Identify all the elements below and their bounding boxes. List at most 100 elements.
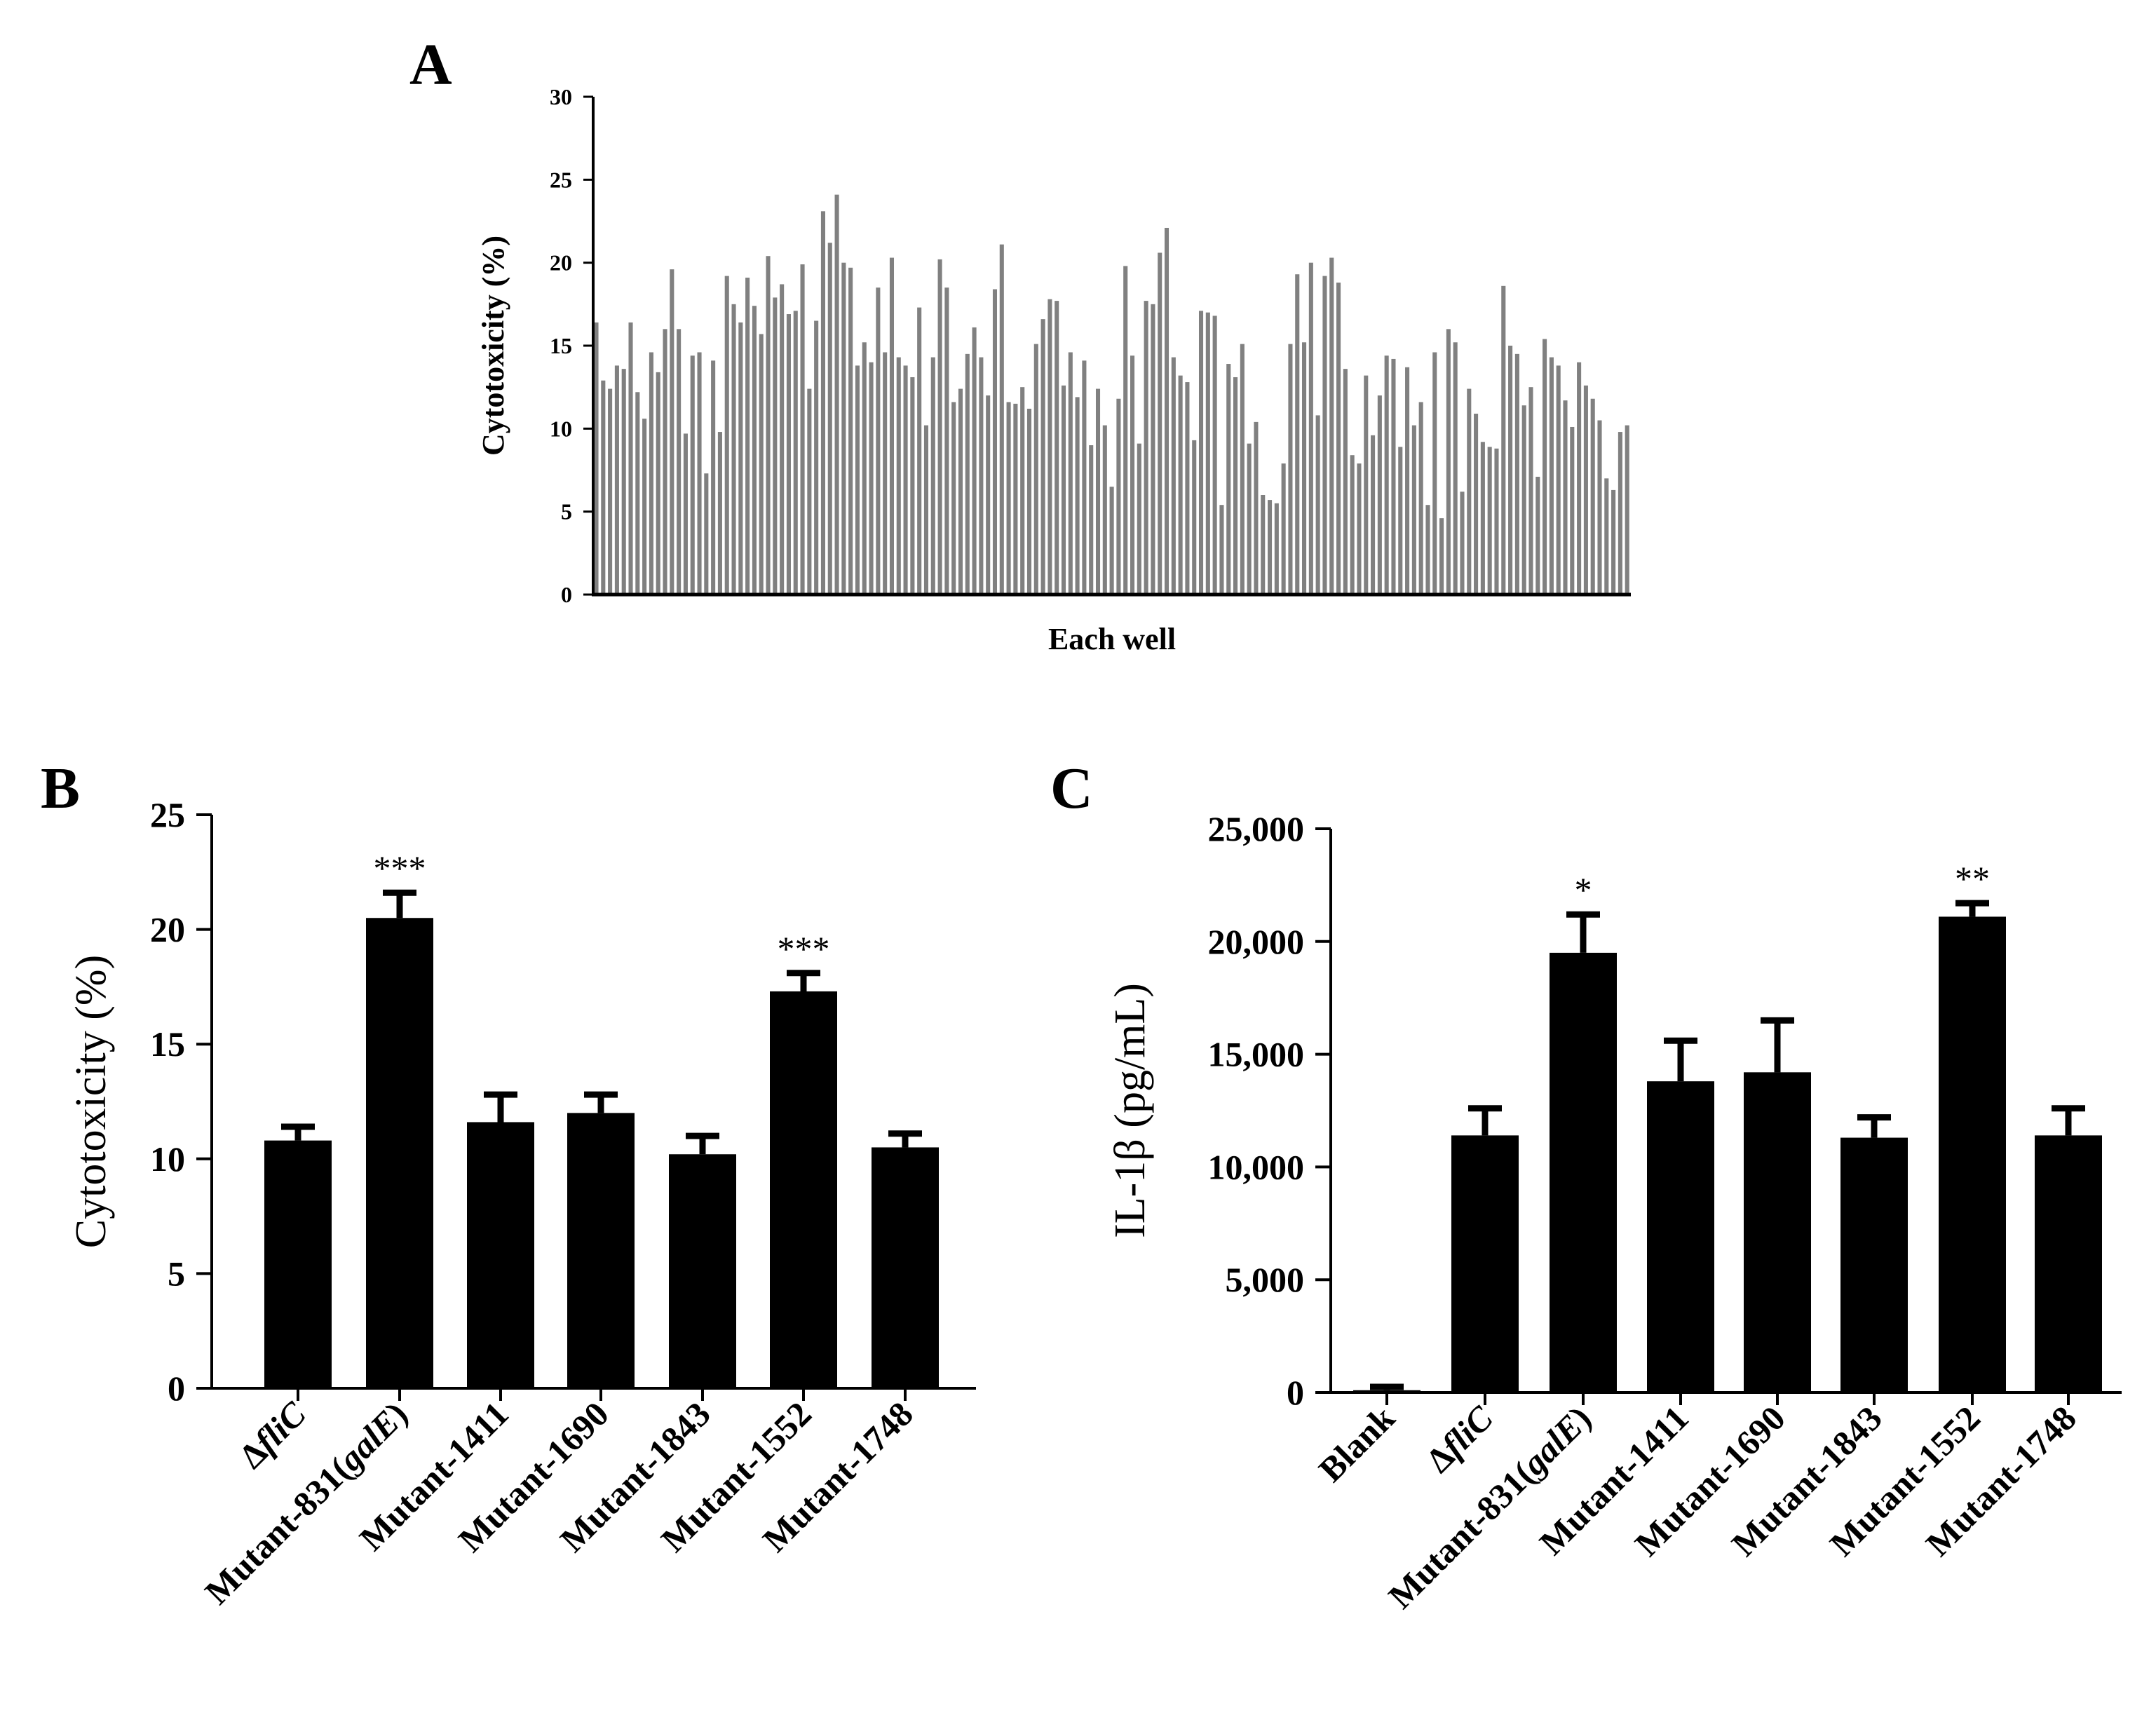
well-bar: [1055, 301, 1059, 595]
well-bar: [1611, 489, 1616, 595]
y-tick-label: 25: [150, 795, 185, 834]
well-bar: [855, 365, 860, 595]
category-label-text: Mutant-831(: [1381, 1455, 1542, 1616]
y-tick-label: 0: [561, 582, 572, 607]
well-bar: [717, 432, 722, 595]
well-bar: [1308, 262, 1313, 595]
well-bar: [1261, 495, 1266, 595]
well-bar: [731, 304, 736, 595]
bar: [1840, 1137, 1908, 1392]
well-bar: [1604, 478, 1609, 595]
well-bar: [1432, 352, 1437, 595]
well-bar: [1453, 342, 1458, 595]
y-tick-label: 10: [550, 416, 572, 441]
well-bar: [773, 297, 778, 595]
well-bar: [1618, 432, 1622, 595]
well-bar: [621, 369, 626, 595]
well-bar: [786, 314, 791, 595]
well-bar: [594, 322, 599, 595]
well-bar: [1514, 353, 1519, 595]
well-bar: [841, 262, 846, 595]
well-bar: [656, 372, 660, 595]
well-bar: [1109, 487, 1114, 595]
well-bar: [601, 380, 606, 595]
well-bar: [1364, 375, 1369, 595]
well-bar: [724, 276, 729, 595]
well-bar: [1295, 274, 1300, 595]
well-bar: [1521, 405, 1526, 595]
y-tick-label: 5: [168, 1254, 185, 1293]
significance-marker: **: [1955, 859, 1990, 898]
y-tick-label: 0: [1287, 1373, 1304, 1412]
well-bar: [1144, 301, 1148, 595]
y-tick-label: 30: [550, 84, 572, 109]
well-bar: [780, 284, 785, 595]
well-bar: [1075, 397, 1080, 595]
well-bar: [1411, 425, 1416, 595]
well-bar: [1474, 414, 1479, 595]
well-bar: [876, 287, 881, 595]
well-bar: [917, 307, 922, 595]
well-bar: [1137, 443, 1141, 595]
well-bar: [1570, 426, 1575, 595]
well-bar: [1068, 352, 1073, 595]
y-tick-label: 25,000: [1208, 809, 1305, 848]
panel-c-chart: Blank ΔfliC*Mutant-831(galE)Mutant-1411Mu…: [1106, 809, 2122, 1616]
well-bar: [1398, 447, 1403, 595]
well-bar: [1033, 344, 1038, 595]
y-tick-label: 10,000: [1208, 1147, 1305, 1186]
well-bar: [1577, 362, 1582, 595]
well-bar: [1116, 398, 1121, 595]
well-bar: [1508, 346, 1513, 595]
y-axis-label: Cytotoxicity (%): [476, 236, 510, 456]
well-bar: [1020, 387, 1025, 595]
well-bar: [923, 425, 929, 595]
well-bar: [1625, 425, 1629, 595]
well-bar: [1123, 266, 1128, 595]
well-bar: [1288, 344, 1293, 595]
well-bar: [1315, 415, 1320, 595]
well-bar: [986, 395, 991, 595]
well-bar: [827, 243, 832, 595]
well-bar: [677, 329, 682, 595]
panel-letter-a: A: [409, 32, 452, 97]
well-bar: [1384, 355, 1389, 595]
well-bar: [614, 365, 619, 595]
well-bar: [1501, 285, 1506, 595]
bar: [669, 1154, 736, 1388]
well-bar: [965, 353, 970, 595]
bar: [770, 991, 837, 1388]
well-bar: [1048, 299, 1052, 595]
well-bar: [896, 357, 901, 595]
well-bar: [1192, 440, 1197, 595]
y-tick-label: 20: [150, 910, 185, 949]
well-bar: [1006, 402, 1011, 595]
bar: [264, 1140, 332, 1388]
y-tick-label: 25: [550, 167, 572, 192]
well-bar: [1082, 360, 1087, 595]
well-bar: [1212, 316, 1217, 595]
well-bar: [1377, 395, 1382, 595]
well-bar: [944, 287, 949, 595]
well-bar: [1219, 505, 1224, 595]
bar: [366, 918, 433, 1388]
well-bar: [1130, 355, 1135, 595]
well-bar: [1158, 252, 1162, 595]
well-bar: [903, 365, 908, 595]
panel-a-chart: 0 5 10 15 20 25 30 Cytotoxicity (%) Each well: [476, 84, 1631, 656]
well-bar: [848, 267, 853, 595]
y-tick-label: 20: [550, 250, 572, 276]
well-bar: [752, 306, 757, 595]
bar: [1451, 1135, 1519, 1392]
well-bar: [834, 194, 839, 595]
well-bar: [793, 311, 798, 595]
well-bar: [711, 360, 716, 595]
well-bar: [1185, 382, 1190, 595]
well-bar: [1171, 357, 1176, 595]
y-tick-label: 5,000: [1226, 1260, 1305, 1299]
well-bar: [999, 244, 1004, 595]
category-label: ΔfliC: [1418, 1398, 1500, 1480]
well-bar: [1535, 476, 1540, 595]
